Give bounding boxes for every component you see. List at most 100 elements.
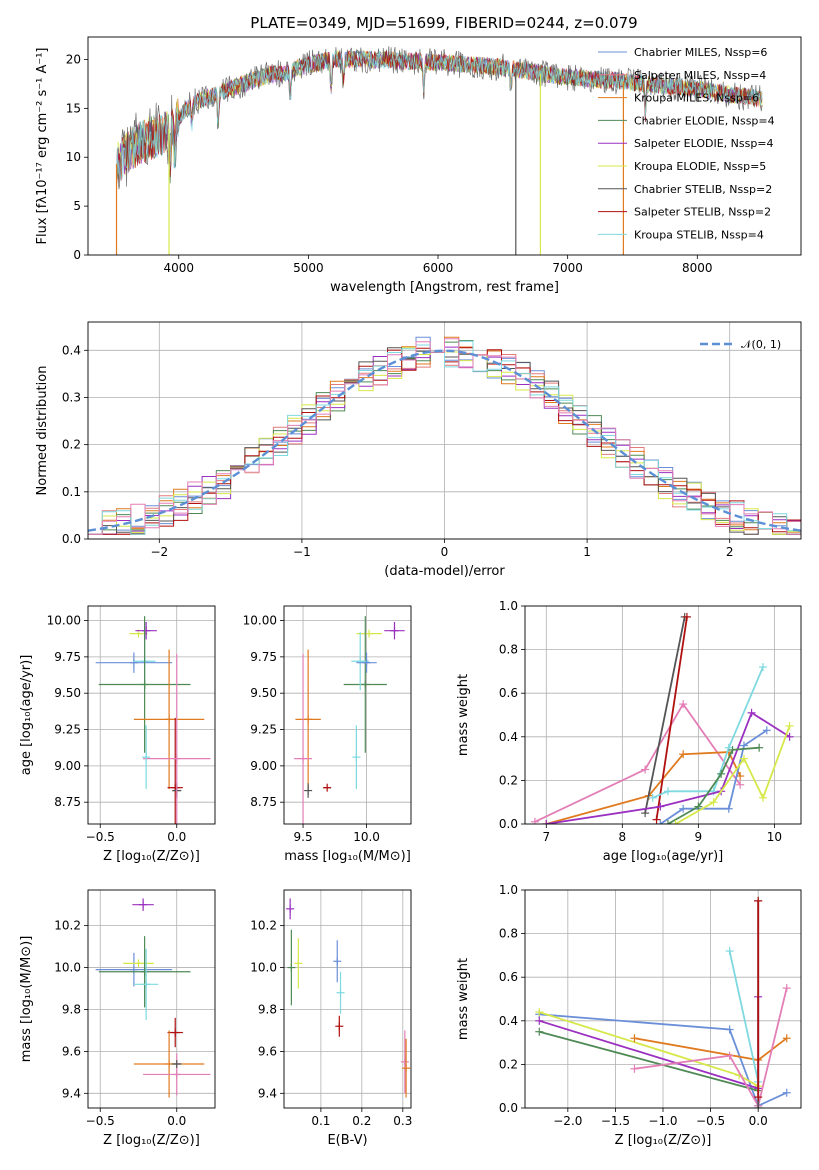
x-axis-label: wavelength [Angstrom, rest frame] xyxy=(330,280,559,295)
axes-frame xyxy=(87,321,802,540)
x-axis-label: age [log₁₀(age/yr)] xyxy=(603,849,724,864)
y-tick-label: 0.6 xyxy=(499,970,518,984)
y-tick-label: 9.00 xyxy=(54,759,81,773)
plot-area-weight-age xyxy=(530,612,794,824)
x-tick-label: 0.3 xyxy=(393,1114,412,1128)
y-tick-label: 9.4 xyxy=(62,1086,81,1100)
x-axis-label: Z [log₁₀(Z/Z⊙)] xyxy=(615,1133,712,1148)
x-tick-label: 8 xyxy=(619,830,627,844)
axes-frame xyxy=(87,605,216,825)
x-tick-label: −0.5 xyxy=(86,830,115,844)
y-tick-label: 0.0 xyxy=(499,817,518,831)
series-line xyxy=(534,702,741,823)
x-tick-label: 10.0 xyxy=(353,830,380,844)
plot-area-age-z xyxy=(95,616,211,824)
y-tick-label: 0.8 xyxy=(499,927,518,941)
x-tick-label: 0.1 xyxy=(311,1114,330,1128)
y-tick-label: 1.0 xyxy=(499,883,518,897)
y-tick-label: 8.75 xyxy=(54,795,81,809)
x-tick-label: 0.0 xyxy=(167,1114,186,1128)
x-axis-label: (data-model)/error xyxy=(384,564,505,579)
spectrum-line-kroupa-stelib xyxy=(116,50,763,187)
axes-frame xyxy=(524,889,802,1109)
y-tick-label: 9.25 xyxy=(54,723,81,737)
legend-entry: Kroupa MILES, Nssp=6 xyxy=(634,92,759,105)
x-tick-label: −2 xyxy=(150,545,168,559)
x-axis-label: Z [log₁₀(Z/Z⊙)] xyxy=(103,1133,200,1148)
panel-age-z: −0.5 0.0 8.75 9.00 9.25 9.50 9.75 10.00 Z [log₁₀… xyxy=(19,605,216,864)
y-tick-label: 9.4 xyxy=(258,1086,277,1100)
y-tick-label: 0.8 xyxy=(499,643,518,657)
panel-spectrum: 4000 5000 6000 7000 8000 0 5 10 15 20 wavelength [… xyxy=(35,36,802,295)
series-line xyxy=(728,950,760,1082)
x-tick-label: 8000 xyxy=(682,261,713,275)
y-tick-label: 10.0 xyxy=(250,961,277,975)
x-tick-label: 9 xyxy=(695,830,703,844)
x-tick-label: 7000 xyxy=(552,261,583,275)
y-axis-label: mass weight xyxy=(456,674,471,756)
plot-area-spectrum xyxy=(115,46,763,255)
y-tick-label: 10.2 xyxy=(250,919,277,933)
y-tick-label: 9.6 xyxy=(258,1044,277,1058)
y-tick-label: 10.0 xyxy=(54,961,81,975)
plot-area-residuals xyxy=(88,336,801,535)
legend-entry: Kroupa ELODIE, Nssp=5 xyxy=(634,160,766,173)
axes-frame xyxy=(87,889,216,1109)
x-tick-label: −0.5 xyxy=(86,1114,115,1128)
normal-curve xyxy=(88,349,801,532)
plot-area-mass-ebv xyxy=(286,898,411,1098)
y-tick-label: 5 xyxy=(73,199,81,213)
y-tick-label: 9.50 xyxy=(250,686,277,700)
y-tick-label: 0.2 xyxy=(499,1057,518,1071)
y-tick-label: 9.75 xyxy=(250,650,277,664)
x-tick-label: 5000 xyxy=(293,261,324,275)
x-axis-label: mass [log₁₀(M/M⊙)] xyxy=(284,849,411,864)
histogram-pink xyxy=(88,338,801,535)
series-line xyxy=(634,987,788,1108)
panel-weight-z: −2.0 −1.5 −1.0 −0.5 0.0 0.0 0.2 0.4 0.6 0.8 1.0 Z [… xyxy=(456,883,802,1148)
axes-frame xyxy=(87,36,802,256)
x-tick-label: 0.2 xyxy=(352,1114,371,1128)
series-line xyxy=(539,1030,759,1092)
y-tick-label: 10 xyxy=(66,150,81,164)
axes-frame xyxy=(524,605,802,825)
panel-mass-ebv: 0.1 0.2 0.3 9.4 9.6 9.8 10.0 10.2 E(B-V) xyxy=(250,889,412,1148)
y-axis-label: mass weight xyxy=(456,958,471,1040)
y-tick-label: 0.6 xyxy=(499,686,518,700)
y-tick-label: 15 xyxy=(66,101,81,115)
y-axis-label: Flux [fλ10⁻¹⁷ erg cm⁻² s⁻¹ A⁻¹] xyxy=(35,48,50,245)
y-axis-label: age [log₁₀(age/yr)] xyxy=(19,655,34,776)
y-tick-label: 9.8 xyxy=(258,1002,277,1016)
panel-age-mass: 9.5 10.0 8.75 9.00 9.25 9.50 9.75 10.00 mass [lo… xyxy=(243,605,412,864)
plot-area-age-mass xyxy=(294,616,405,824)
x-tick-label: 7 xyxy=(542,830,550,844)
histogram-kroupa-stelib xyxy=(88,340,801,535)
y-tick-label: 0.2 xyxy=(62,438,81,452)
y-tick-label: 8.75 xyxy=(250,795,277,809)
series-line xyxy=(644,616,686,814)
x-tick-label: 1 xyxy=(583,545,591,559)
y-tick-label: 0.4 xyxy=(62,343,81,357)
y-tick-label: 20 xyxy=(66,52,81,66)
x-tick-label: −1 xyxy=(293,545,311,559)
plot-area-mass-z xyxy=(95,898,211,1098)
x-tick-label: −1.5 xyxy=(601,1114,630,1128)
legend-entry: Salpeter ELODIE, Nssp=4 xyxy=(634,137,774,150)
x-tick-label: 10 xyxy=(767,830,782,844)
panel-mass-z: −0.5 0.0 9.4 9.6 9.8 10.0 10.2 Z [log₁₀(Z/Z⊙)] m… xyxy=(19,889,216,1148)
y-tick-label: 10.2 xyxy=(54,919,81,933)
panel-residuals: −2 −1 0 1 2 0.0 0.1 0.2 0.3 0.4 (data-model)/error… xyxy=(35,321,802,579)
panel-weight-age: 7 8 9 10 0.0 0.2 0.4 0.6 0.8 1.0 age [log₁₀(age/yr… xyxy=(456,599,802,864)
y-tick-label: 10.00 xyxy=(47,614,81,628)
x-tick-label: 6000 xyxy=(423,261,454,275)
y-tick-label: 0.2 xyxy=(499,773,518,787)
x-tick-label: −0.5 xyxy=(696,1114,725,1128)
x-tick-label: 2 xyxy=(726,545,734,559)
spectrum-line-kroupa-elodie xyxy=(116,49,763,187)
x-axis-label: Z [log₁₀(Z/Z⊙)] xyxy=(103,849,200,864)
x-tick-label: 9.5 xyxy=(294,830,313,844)
y-tick-label: 0.3 xyxy=(62,390,81,404)
legend-entry: 𝒩(0, 1) xyxy=(741,338,781,351)
y-tick-label: 9.8 xyxy=(62,1002,81,1016)
